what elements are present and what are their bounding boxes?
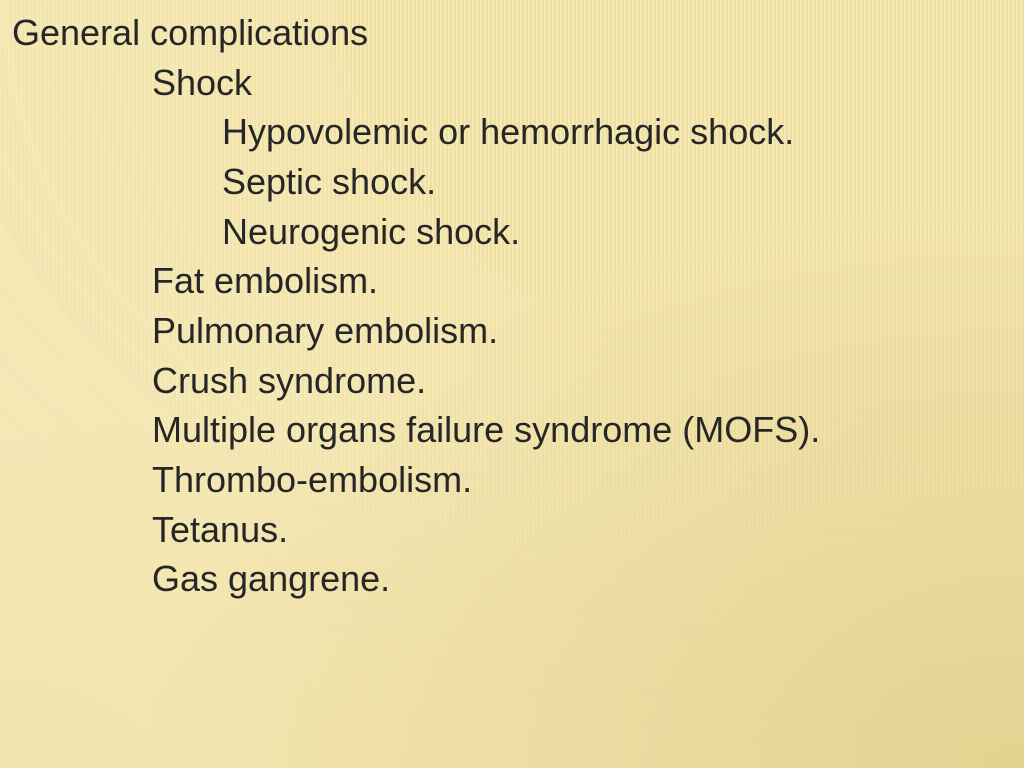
- outline-line: Shock: [12, 58, 1004, 108]
- outline-line: Fat embolism.: [12, 256, 1004, 306]
- outline-line: Septic shock.: [12, 157, 1004, 207]
- outline-line: Pulmonary embolism.: [12, 306, 1004, 356]
- outline-line: Hypovolemic or hemorrhagic shock.: [12, 107, 1004, 157]
- outline-line: Crush syndrome.: [12, 356, 1004, 406]
- outline-line: Multiple organs failure syndrome (MOFS).: [12, 405, 1004, 455]
- outline-line: General complications: [12, 8, 1004, 58]
- slide-text-block: General complications Shock Hypovolemic …: [12, 8, 1004, 604]
- slide: General complications Shock Hypovolemic …: [0, 0, 1024, 768]
- outline-line: Neurogenic shock.: [12, 207, 1004, 257]
- outline-line: Gas gangrene.: [12, 554, 1004, 604]
- outline-line: Thrombo-embolism.: [12, 455, 1004, 505]
- outline-line: Tetanus.: [12, 505, 1004, 555]
